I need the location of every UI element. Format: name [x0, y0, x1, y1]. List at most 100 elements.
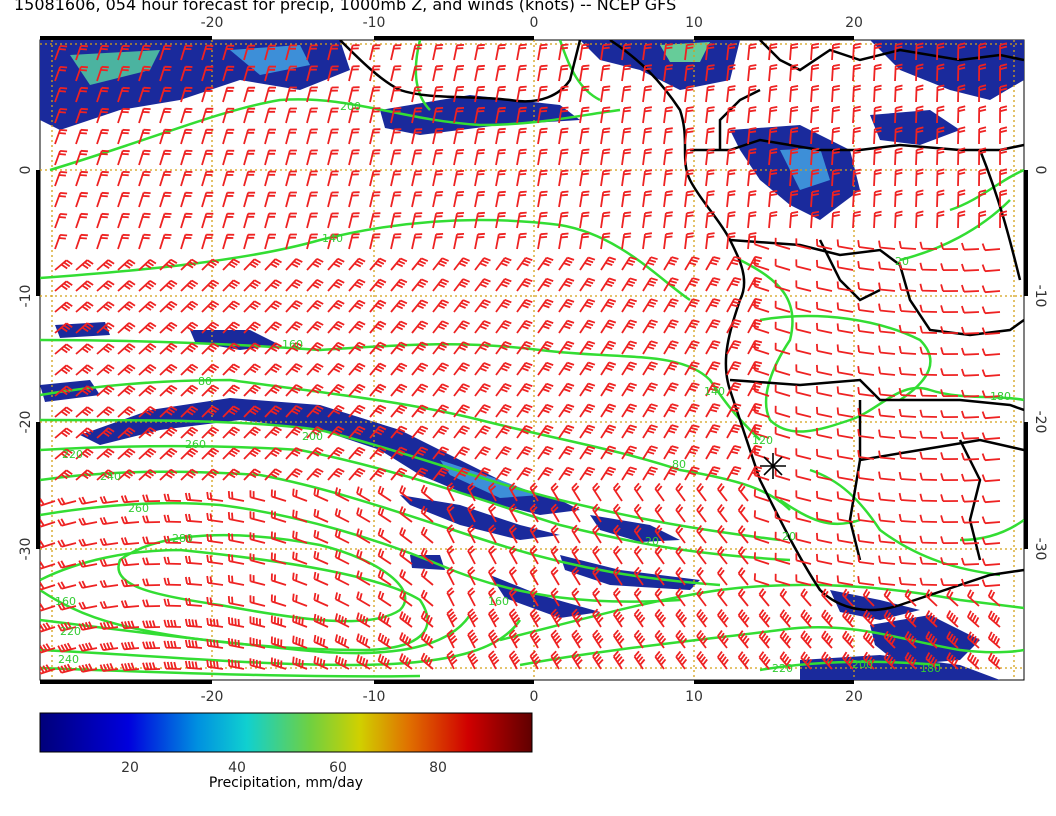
- wind-barb: [862, 630, 875, 649]
- wind-barb: [117, 301, 136, 313]
- tick-label: -10: [363, 15, 386, 31]
- wind-barb: [201, 384, 220, 397]
- wind-barb: [571, 524, 581, 544]
- wind-barb: [201, 149, 214, 166]
- wind-barb: [831, 147, 841, 166]
- wind-barb: [159, 107, 172, 124]
- wind-barb: [264, 300, 282, 313]
- wind-barb: [919, 346, 938, 355]
- wind-barb: [201, 86, 214, 103]
- wind-barb: [898, 429, 917, 439]
- wind-barb: [377, 506, 392, 523]
- wind-barb: [390, 170, 402, 187]
- wind-barb: [592, 545, 602, 565]
- wind-barb: [163, 577, 182, 586]
- wind-barb: [227, 575, 245, 586]
- wind-barb: [779, 630, 792, 649]
- tick-label: -10: [1032, 285, 1048, 308]
- frame-strips: [36, 36, 1028, 684]
- wind-barb: [285, 384, 303, 397]
- wind-barb: [488, 545, 497, 565]
- wind-barb: [857, 386, 875, 397]
- wind-barb: [940, 305, 959, 313]
- wind-barb: [249, 574, 266, 586]
- wind-barb: [57, 560, 77, 569]
- wind-barb: [862, 651, 875, 670]
- wind-barb: [75, 406, 94, 418]
- wind-barb: [684, 256, 700, 271]
- wind-barb: [915, 189, 924, 208]
- wind-barb: [180, 128, 193, 145]
- wind-barb: [222, 65, 235, 82]
- wind-barb: [999, 105, 1008, 124]
- wind-barb: [327, 425, 345, 439]
- wind-barb: [878, 492, 896, 502]
- wind-barb: [768, 106, 778, 124]
- wind-barb: [78, 517, 98, 526]
- wind-barb: [54, 301, 73, 313]
- wind-barb: [768, 211, 778, 229]
- wind-barb: [138, 385, 157, 397]
- wind-barb: [579, 424, 596, 439]
- wind-barb: [159, 300, 178, 313]
- contour-label: 260: [185, 438, 206, 451]
- wind-barb: [529, 587, 539, 607]
- wind-barb: [369, 191, 381, 208]
- wind-barb: [474, 169, 485, 187]
- wind-barb: [961, 536, 980, 545]
- wind-barb: [159, 279, 178, 292]
- wind-barb: [180, 279, 199, 292]
- wind-barb: [327, 341, 345, 355]
- wind-barb: [936, 189, 945, 208]
- tick-label: 20: [845, 15, 863, 31]
- wind-barb: [633, 524, 644, 544]
- contour-label: 200: [340, 100, 361, 113]
- wind-barb: [327, 191, 339, 208]
- wind-barb: [558, 148, 569, 166]
- wind-barb: [75, 170, 88, 187]
- tick-label: -20: [18, 411, 34, 434]
- wind-barb: [369, 44, 381, 61]
- wind-barb: [420, 652, 434, 670]
- wind-barb: [747, 148, 757, 166]
- wind-barb: [184, 555, 203, 565]
- wind-barb: [390, 320, 408, 334]
- wind-barb: [919, 493, 938, 502]
- wind-barb: [642, 340, 658, 355]
- wind-barb: [705, 298, 721, 313]
- wind-barb: [334, 613, 350, 628]
- tick-label: 10: [685, 15, 703, 31]
- wind-barb: [222, 342, 241, 355]
- wind-barb: [529, 650, 541, 670]
- wind-barb: [726, 340, 742, 355]
- wind-barb: [138, 322, 157, 334]
- wind-barb: [377, 590, 392, 607]
- wind-barb: [306, 363, 324, 376]
- wind-barb: [684, 148, 694, 166]
- tick-label: -20: [201, 15, 224, 31]
- wind-barb: [987, 589, 1001, 607]
- wind-barb: [96, 233, 109, 250]
- wind-barb: [142, 536, 161, 545]
- wind-barb: [621, 43, 632, 61]
- wind-barb: [898, 450, 917, 460]
- wind-barb: [852, 210, 861, 229]
- wind-barb: [180, 300, 199, 313]
- wind-barb: [836, 386, 854, 397]
- wind-barb: [878, 282, 896, 292]
- wind-barb: [883, 588, 896, 607]
- wind-barb: [180, 342, 199, 355]
- wind-barb: [642, 190, 653, 208]
- wind-barb: [940, 494, 959, 502]
- wind-barb: [120, 641, 140, 651]
- wind-barb: [306, 405, 324, 418]
- wind-barb: [369, 212, 381, 229]
- wind-barb: [836, 365, 854, 376]
- wind-barb: [292, 509, 308, 523]
- wind-barb: [227, 533, 245, 544]
- wind-barb: [795, 364, 812, 376]
- wind-barb: [57, 518, 77, 527]
- wind-barb: [453, 299, 470, 313]
- wind-barb: [600, 319, 617, 334]
- wind-barb: [726, 211, 736, 229]
